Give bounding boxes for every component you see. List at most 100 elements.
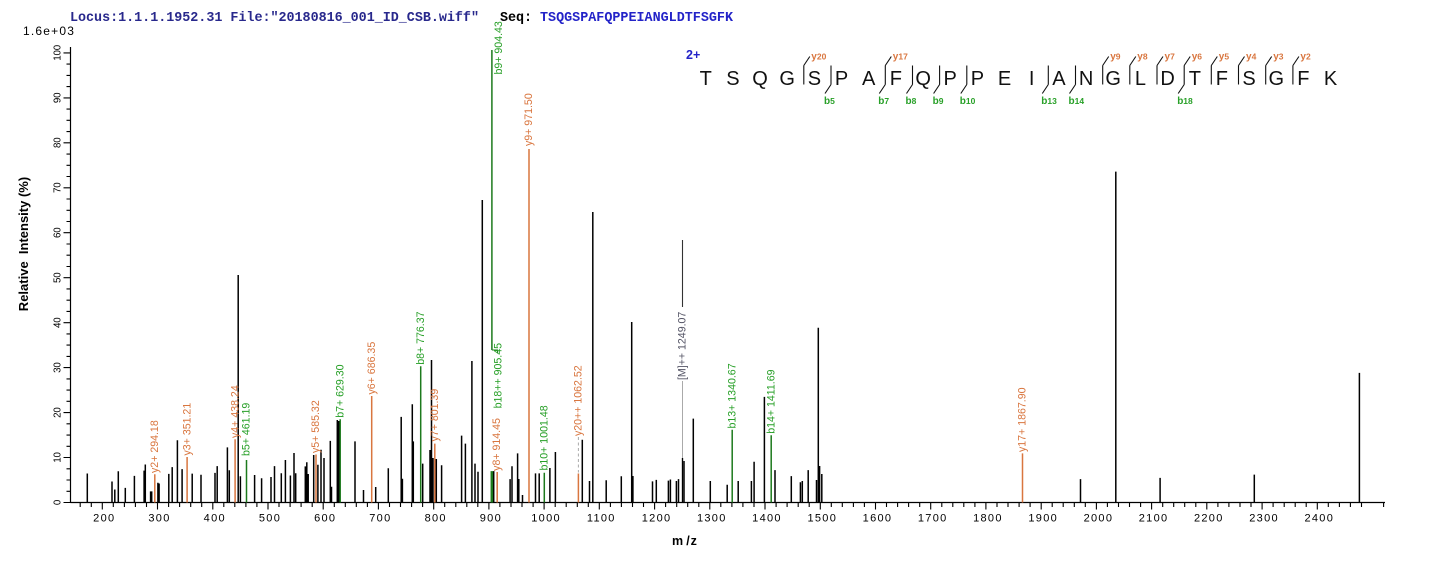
svg-text:b9: b9 (933, 96, 944, 107)
svg-text:S: S (1242, 68, 1255, 90)
svg-text:y4: y4 (1246, 52, 1257, 63)
svg-text:T: T (700, 68, 712, 90)
svg-text:1.6e+03: 1.6e+03 (23, 24, 75, 38)
svg-text:2+: 2+ (686, 48, 700, 62)
svg-text:300: 300 (148, 513, 170, 525)
svg-text:900: 900 (480, 513, 502, 525)
svg-text:2200: 2200 (1194, 513, 1224, 525)
svg-text:G: G (1105, 68, 1121, 90)
svg-text:90: 90 (53, 92, 64, 103)
svg-text:Q: Q (752, 68, 768, 90)
svg-text:30: 30 (53, 362, 64, 373)
svg-text:y9+ 971.50: y9+ 971.50 (523, 93, 535, 146)
svg-text:1100: 1100 (587, 513, 616, 525)
svg-text:2400: 2400 (1304, 513, 1334, 525)
svg-text:1200: 1200 (642, 513, 672, 525)
svg-text:S: S (808, 68, 821, 90)
svg-text:80: 80 (53, 137, 64, 148)
svg-text:40: 40 (53, 317, 64, 328)
svg-text:b14+ 1411.69: b14+ 1411.69 (765, 369, 777, 433)
svg-text:F: F (890, 68, 902, 90)
svg-text:y20: y20 (811, 52, 826, 63)
svg-text:1300: 1300 (697, 513, 727, 525)
svg-text:S: S (726, 68, 739, 90)
svg-text:y6: y6 (1192, 52, 1203, 63)
svg-text:60: 60 (53, 227, 64, 238)
svg-text:1900: 1900 (1028, 513, 1058, 525)
svg-text:1400: 1400 (752, 513, 782, 525)
svg-text:y9: y9 (1110, 52, 1121, 63)
svg-text:TSQGSPAFQPPEIANGLDTFSGFK: TSQGSPAFQPPEIANGLDTFSGFK (540, 11, 734, 26)
svg-text:y7: y7 (1165, 52, 1176, 63)
svg-text:100: 100 (53, 44, 64, 60)
svg-text:G: G (1269, 68, 1285, 90)
svg-text:200: 200 (93, 513, 115, 525)
svg-text:D: D (1160, 68, 1174, 90)
svg-text:b10+ 1001.48: b10+ 1001.48 (539, 405, 551, 470)
svg-text:0: 0 (53, 499, 64, 505)
svg-text:y4+ 438.24: y4+ 438.24 (229, 385, 241, 438)
svg-text:1700: 1700 (918, 513, 948, 525)
svg-text:1600: 1600 (863, 513, 893, 525)
svg-text:2100: 2100 (1139, 513, 1169, 525)
svg-text:T: T (1189, 68, 1201, 90)
svg-text:y2: y2 (1300, 52, 1311, 63)
svg-text:K: K (1324, 68, 1338, 90)
svg-text:b13+ 1340.67: b13+ 1340.67 (726, 363, 738, 428)
svg-text:P: P (971, 68, 984, 90)
svg-text:500: 500 (259, 513, 281, 525)
svg-text:20: 20 (53, 407, 64, 418)
svg-text:L: L (1135, 68, 1146, 90)
svg-text:700: 700 (369, 513, 391, 525)
svg-text:y3+ 351.21: y3+ 351.21 (181, 403, 193, 456)
svg-text:b8+ 776.37: b8+ 776.37 (415, 311, 427, 364)
svg-text:b13: b13 (1041, 96, 1057, 107)
svg-text:Seq:: Seq: (500, 11, 532, 26)
svg-text:1800: 1800 (973, 513, 1003, 525)
svg-text:400: 400 (204, 513, 226, 525)
svg-text:70: 70 (53, 182, 64, 193)
svg-text:50: 50 (53, 272, 64, 283)
svg-text:b18: b18 (1177, 96, 1193, 107)
svg-text:800: 800 (425, 513, 447, 525)
svg-text:P: P (835, 68, 848, 90)
svg-text:G: G (779, 68, 795, 90)
svg-text:10: 10 (53, 452, 64, 463)
svg-text:b9+ 904.43: b9+ 904.43 (493, 21, 505, 74)
svg-text:1000: 1000 (531, 513, 561, 525)
svg-text:Locus:1.1.1.1952.31 File:"2018: Locus:1.1.1.1952.31 File:"20180816_001_I… (70, 11, 479, 26)
svg-text:b5+ 461.19: b5+ 461.19 (241, 403, 253, 456)
svg-text:I: I (1029, 68, 1035, 90)
svg-text:Q: Q (915, 68, 931, 90)
svg-text:600: 600 (314, 513, 336, 525)
svg-text:P: P (944, 68, 957, 90)
svg-text:b10: b10 (960, 96, 976, 107)
svg-text:F: F (1297, 68, 1309, 90)
svg-text:2000: 2000 (1084, 513, 1114, 525)
svg-text:b7+ 629.30: b7+ 629.30 (334, 364, 346, 417)
svg-text:[M]++ 1249.07: [M]++ 1249.07 (677, 312, 689, 380)
svg-text:1500: 1500 (807, 513, 837, 525)
svg-text:y8: y8 (1137, 52, 1148, 63)
svg-text:E: E (998, 68, 1011, 90)
svg-text:y3: y3 (1273, 52, 1284, 63)
svg-text:b8: b8 (906, 96, 917, 107)
svg-text:N: N (1079, 68, 1093, 90)
svg-text:y20++ 1062.52: y20++ 1062.52 (573, 365, 585, 436)
svg-text:b18++ 905.45: b18++ 905.45 (493, 343, 505, 409)
svg-text:y2+ 294.18: y2+ 294.18 (149, 420, 161, 473)
svg-text:b5: b5 (824, 96, 835, 107)
svg-text:Relative Intensity (%): Relative Intensity (%) (16, 177, 31, 311)
svg-text:y6+ 686.35: y6+ 686.35 (366, 342, 378, 395)
svg-text:y17+ 1867.90: y17+ 1867.90 (1017, 387, 1029, 452)
svg-text:y5: y5 (1219, 52, 1230, 63)
svg-text:F: F (1216, 68, 1228, 90)
svg-text:2300: 2300 (1249, 513, 1279, 525)
svg-text:y7+ 801.39: y7+ 801.39 (429, 389, 441, 442)
svg-text:m /z: m /z (672, 534, 698, 548)
svg-text:b7: b7 (878, 96, 889, 107)
svg-text:A: A (1052, 68, 1066, 90)
svg-text:y8+ 914.45: y8+ 914.45 (491, 418, 503, 471)
svg-text:y17: y17 (893, 52, 908, 63)
svg-text:A: A (862, 68, 876, 90)
